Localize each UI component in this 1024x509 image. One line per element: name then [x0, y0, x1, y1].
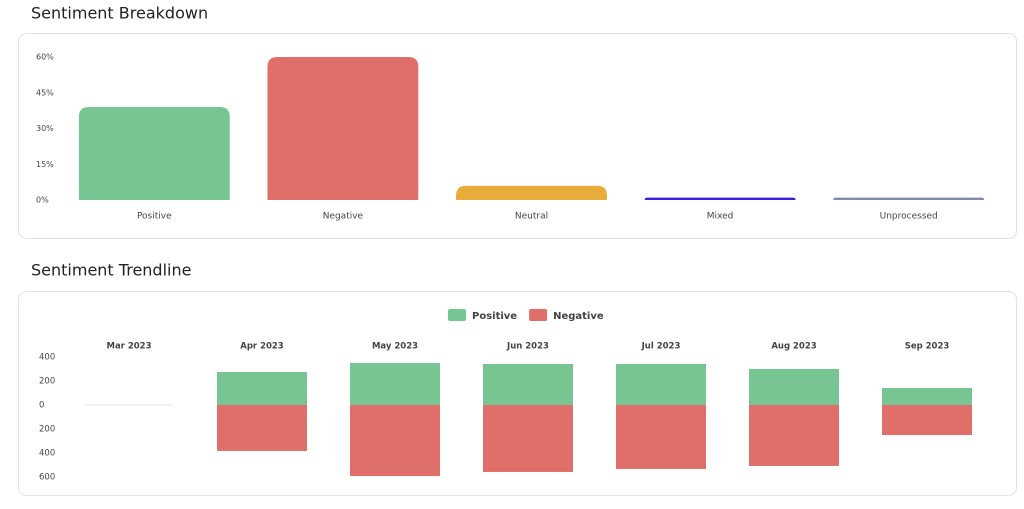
x-tick-label: Aug 2023 — [771, 342, 816, 352]
y-tick-label: 600 — [39, 473, 55, 483]
y-tick-label: 45% — [36, 88, 54, 97]
y-tick-label: 200 — [39, 425, 55, 435]
bar — [78, 107, 230, 200]
bar — [483, 363, 573, 405]
bar — [483, 405, 573, 472]
bar — [882, 405, 972, 435]
x-tick-label: Negative — [323, 212, 364, 222]
x-tick-label: Mar 2023 — [106, 342, 151, 352]
bar — [616, 405, 706, 469]
bar — [267, 57, 419, 200]
bar — [456, 185, 607, 200]
bar — [217, 372, 307, 405]
y-tick-label: 0% — [36, 196, 49, 205]
legend-swatch — [529, 309, 548, 321]
legend-label: Positive — [472, 311, 517, 322]
x-tick-label: Apr 2023 — [240, 342, 284, 352]
x-tick-label: Mixed — [707, 212, 734, 222]
chart-title: Sentiment Trendline — [31, 261, 191, 280]
bar — [350, 363, 440, 405]
y-tick-label: 200 — [39, 377, 55, 387]
y-tick-label: 0 — [39, 401, 44, 411]
bar — [644, 197, 796, 200]
bar — [749, 369, 839, 405]
y-tick-label: 60% — [36, 53, 54, 62]
x-tick-label: Sep 2023 — [905, 342, 950, 352]
bar — [350, 405, 440, 477]
y-tick-label: 400 — [39, 449, 55, 459]
chart-title: Sentiment Breakdown — [31, 4, 208, 23]
legend-label: Negative — [553, 311, 604, 322]
bar — [882, 387, 972, 405]
y-tick-label: 400 — [39, 353, 55, 363]
bar — [616, 363, 706, 405]
x-tick-label: May 2023 — [372, 342, 418, 352]
bar — [217, 405, 307, 451]
x-tick-label: Neutral — [515, 212, 548, 222]
y-tick-label: 30% — [36, 124, 54, 133]
x-tick-label: Jun 2023 — [506, 342, 549, 352]
bar — [833, 197, 985, 200]
bar — [749, 405, 839, 466]
legend-swatch — [448, 309, 466, 321]
x-tick-label: Jul 2023 — [641, 342, 681, 352]
y-tick-label: 15% — [36, 160, 54, 169]
x-tick-label: Unprocessed — [880, 212, 938, 222]
x-tick-label: Positive — [137, 212, 172, 222]
